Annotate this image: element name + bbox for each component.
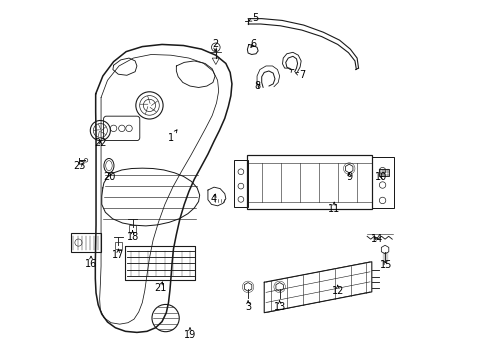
Bar <box>371 157 393 208</box>
Bar <box>129 225 136 231</box>
Text: 10: 10 <box>375 172 387 182</box>
Text: 1: 1 <box>167 133 174 143</box>
Text: 12: 12 <box>331 286 343 296</box>
Text: 4: 4 <box>210 194 217 204</box>
Text: 22: 22 <box>94 139 106 148</box>
Text: 6: 6 <box>250 40 256 49</box>
Text: 9: 9 <box>346 172 351 182</box>
Text: 13: 13 <box>273 302 285 312</box>
Bar <box>115 242 122 249</box>
Text: 8: 8 <box>253 81 260 91</box>
Text: 3: 3 <box>244 302 251 312</box>
Text: 18: 18 <box>126 232 139 242</box>
Text: 15: 15 <box>379 260 391 270</box>
Text: 2: 2 <box>211 40 218 49</box>
Bar <box>247 155 371 210</box>
Text: 7: 7 <box>298 70 305 80</box>
Text: 11: 11 <box>327 204 340 214</box>
Text: 17: 17 <box>112 249 124 260</box>
Bar <box>233 160 247 207</box>
Bar <box>70 233 101 252</box>
Text: 23: 23 <box>73 161 85 171</box>
Text: 16: 16 <box>85 259 97 269</box>
Bar <box>378 168 388 176</box>
Text: 14: 14 <box>370 234 383 244</box>
Text: 5: 5 <box>252 13 258 23</box>
Text: 21: 21 <box>154 283 166 293</box>
Text: 19: 19 <box>183 330 196 340</box>
Text: 20: 20 <box>103 172 116 182</box>
